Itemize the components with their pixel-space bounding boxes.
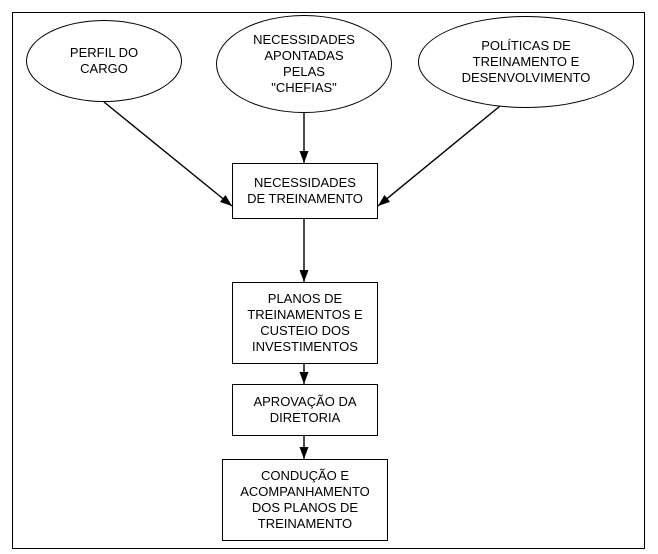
node-label: CONDUÇÃO EACOMPANHAMENTODOS PLANOS DETRE… xyxy=(240,468,370,533)
node-label: PLANOS DETREINAMENTOS ECUSTEIO DOSINVEST… xyxy=(247,291,362,356)
node-aprovacao-diretoria: APROVAÇÃO DADIRETORIA xyxy=(232,384,378,436)
node-label: NECESSIDADESAPONTADASPELAS"CHEFIAS" xyxy=(253,32,355,97)
node-necessidades-chefias: NECESSIDADESAPONTADASPELAS"CHEFIAS" xyxy=(216,15,392,113)
node-politicas-treinamento: POLÍTICAS DETREINAMENTO EDESENVOLVIMENTO xyxy=(418,16,634,108)
node-conducao-acompanhamento: CONDUÇÃO EACOMPANHAMENTODOS PLANOS DETRE… xyxy=(222,459,388,541)
node-label: NECESSIDADESDE TREINAMENTO xyxy=(247,175,363,208)
node-perfil-do-cargo: PERFIL DOCARGO xyxy=(26,20,182,102)
node-necessidades-treinamento: NECESSIDADESDE TREINAMENTO xyxy=(232,163,378,219)
node-label: POLÍTICAS DETREINAMENTO EDESENVOLVIMENTO xyxy=(462,38,591,87)
diagram-canvas: PERFIL DOCARGO NECESSIDADESAPONTADASPELA… xyxy=(0,0,658,554)
node-label: PERFIL DOCARGO xyxy=(70,45,138,78)
node-label: APROVAÇÃO DADIRETORIA xyxy=(253,394,356,427)
node-planos-treinamentos: PLANOS DETREINAMENTOS ECUSTEIO DOSINVEST… xyxy=(232,282,378,364)
